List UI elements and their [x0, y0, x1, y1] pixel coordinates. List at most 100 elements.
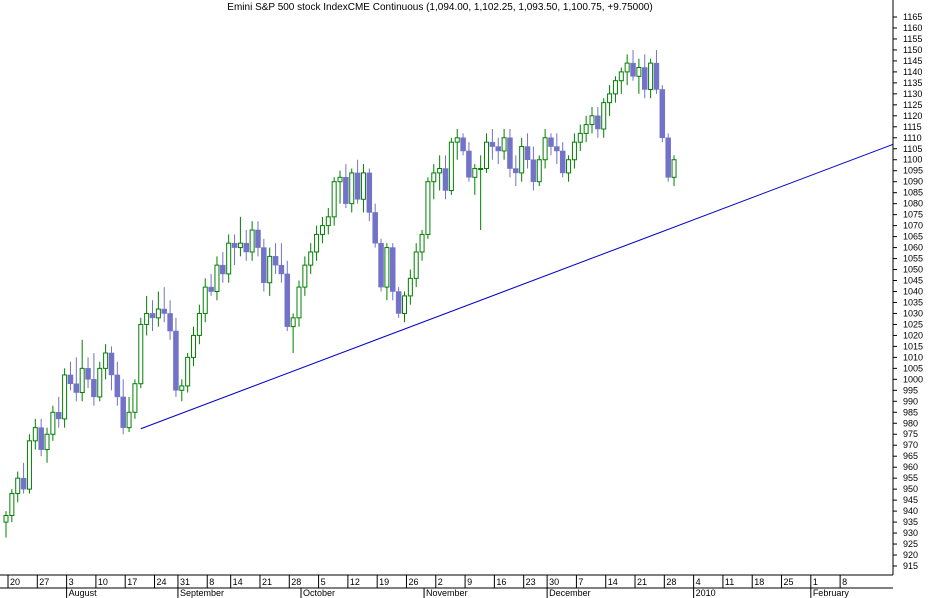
candle-body-down	[595, 115, 601, 130]
x-tick-label: 11	[725, 577, 734, 587]
candle-body-up	[360, 172, 366, 200]
y-tick-label: 995	[903, 385, 918, 395]
candle-body-up	[519, 146, 525, 174]
candle-body-down	[630, 62, 636, 77]
y-tick-label: 1105	[903, 144, 922, 154]
x-tick-label: 18	[754, 577, 764, 587]
candle-body-down	[255, 229, 261, 248]
candle-body-down	[372, 212, 378, 244]
candle-body-down	[261, 247, 267, 283]
candle-body-up	[337, 176, 343, 183]
candle-body-down	[208, 286, 214, 292]
y-tick-label: 1070	[903, 221, 923, 231]
y-tick-label: 1005	[903, 363, 923, 373]
y-tick-label: 1140	[903, 67, 922, 77]
x-tick-label: 3	[69, 577, 74, 587]
y-tick-label: 1150	[903, 45, 922, 55]
candle-body-down	[343, 177, 349, 204]
x-tick-label: 16	[496, 577, 506, 587]
y-tick-label: 1165	[903, 12, 922, 22]
candle-body-down	[278, 264, 285, 275]
candle-body-down	[149, 313, 156, 319]
y-tick-label: 940	[903, 506, 918, 516]
candle-body-down	[495, 146, 501, 152]
y-tick-label: 1055	[903, 254, 923, 264]
x-tick-label: 9	[467, 577, 472, 587]
x-tick-label: 5	[321, 577, 326, 587]
x-tick-label: 26	[408, 577, 418, 587]
y-tick-label: 1155	[903, 34, 922, 44]
candle-body-up	[624, 62, 630, 73]
candle-body-up	[50, 411, 56, 435]
candle-body-down	[653, 62, 660, 90]
candle-body-down	[114, 374, 121, 398]
candle-body-down	[38, 427, 44, 450]
candle-body-up	[431, 172, 437, 183]
y-tick-label: 1075	[903, 210, 923, 220]
month-label: October	[303, 588, 335, 598]
y-tick-label: 915	[903, 561, 918, 571]
x-tick-label: 21	[262, 577, 272, 587]
candle-body-up	[413, 251, 419, 279]
x-tick-label: 20	[10, 577, 20, 587]
candle-body-down	[524, 146, 531, 160]
candle-body-down	[659, 89, 666, 139]
x-tick-label: 25	[784, 577, 794, 587]
y-tick-label: 1085	[903, 188, 923, 198]
y-tick-label: 1050	[903, 265, 923, 275]
candle-body-down	[167, 313, 173, 332]
y-tick-label: 975	[903, 429, 918, 439]
candle-body-up	[671, 159, 677, 178]
candle-body-up	[126, 411, 132, 429]
x-tick-label: 28	[666, 577, 676, 587]
x-tick-label: 28	[291, 577, 301, 587]
x-tick-label: 17	[127, 577, 137, 587]
y-tick-label: 1115	[903, 122, 922, 132]
candle-body-up	[484, 141, 490, 170]
candle-body-up	[79, 367, 85, 394]
x-tick-label: 14	[608, 577, 618, 587]
candle-body-up	[185, 356, 191, 387]
chart-title: Emini S&P 500 stock IndexCME Continuous …	[227, 2, 653, 13]
candle-body-down	[284, 273, 291, 327]
candle-body-down	[85, 368, 91, 380]
y-tick-label: 985	[903, 407, 918, 417]
candle-body-up	[290, 317, 296, 328]
candle-body-up	[542, 137, 548, 161]
y-tick-label: 1080	[903, 199, 923, 209]
candle-body-up	[636, 67, 642, 77]
candle-body-down	[67, 374, 74, 384]
y-tick-label: 1065	[903, 232, 923, 242]
candle-body-up	[267, 255, 273, 284]
candle-body-up	[325, 216, 331, 227]
candle-body-up	[501, 137, 507, 152]
candle-body-up	[566, 159, 572, 174]
y-tick-label: 980	[903, 418, 918, 428]
x-tick-label: 7	[578, 577, 583, 587]
candle-body-up	[401, 295, 407, 314]
candle-body-up	[407, 277, 413, 297]
candle-body-up	[601, 102, 607, 130]
y-tick-label: 1010	[903, 352, 923, 362]
candle-body-down	[354, 172, 361, 200]
candle-body-down	[513, 168, 519, 174]
y-tick-label: 925	[903, 539, 918, 549]
candle-body-down	[530, 159, 537, 182]
candle-body-up	[196, 312, 202, 336]
y-tick-label: 1100	[903, 155, 922, 165]
candle-body-up	[237, 242, 243, 249]
candle-body-up	[26, 440, 32, 490]
candle-body-up	[9, 493, 15, 516]
trendline	[140, 143, 894, 430]
candle-body-down	[108, 352, 115, 376]
candle-body-down	[548, 137, 554, 147]
candle-body-up	[191, 334, 197, 358]
candle-body-down	[554, 146, 560, 152]
candle-body-up	[607, 93, 613, 104]
month-label: 2010	[696, 588, 716, 598]
y-tick-label: 960	[903, 462, 918, 472]
y-tick-label: 965	[903, 451, 918, 461]
candle-body-up	[32, 427, 38, 442]
candle-body-up	[618, 71, 624, 82]
x-tick-label: 23	[526, 577, 536, 587]
